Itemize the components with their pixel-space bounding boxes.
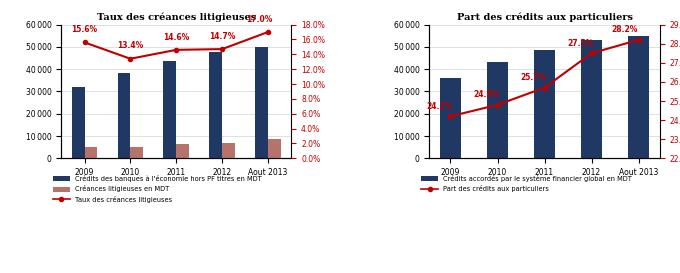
Bar [268, 140, 281, 158]
Text: 14.6%: 14.6% [163, 32, 190, 41]
Bar [440, 78, 461, 158]
Text: 15.6%: 15.6% [71, 25, 97, 34]
Text: 25.7%: 25.7% [520, 73, 547, 82]
Bar [131, 147, 143, 158]
Legend: Crédits accordés par le système financier global en MDT, Part des crédits aux pa: Crédits accordés par le système financie… [422, 175, 632, 192]
Bar [176, 144, 189, 158]
Legend: Crédits des banques à l'économie hors PF titres en MDT, Créances litigieuses en : Crédits des banques à l'économie hors PF… [53, 175, 262, 203]
Bar [581, 40, 602, 158]
Bar [534, 50, 555, 158]
Text: 28.2%: 28.2% [611, 25, 638, 34]
Bar [163, 61, 176, 158]
Bar [84, 147, 97, 158]
Text: 24.8%: 24.8% [473, 90, 500, 99]
Bar [118, 73, 131, 158]
Bar [255, 47, 268, 158]
Text: 24.2%: 24.2% [426, 102, 452, 111]
Title: Taux des créances litigieuses: Taux des créances litigieuses [97, 13, 256, 22]
Bar [209, 52, 222, 158]
Title: Part des crédits aux particuliers: Part des crédits aux particuliers [456, 13, 632, 22]
Text: 13.4%: 13.4% [117, 41, 143, 51]
Bar [628, 36, 649, 158]
Bar [487, 63, 508, 158]
Bar [222, 143, 235, 158]
Text: 14.7%: 14.7% [209, 32, 235, 41]
Text: 17.0%: 17.0% [247, 15, 273, 24]
Bar [71, 87, 84, 158]
Text: 27.5%: 27.5% [567, 39, 594, 48]
